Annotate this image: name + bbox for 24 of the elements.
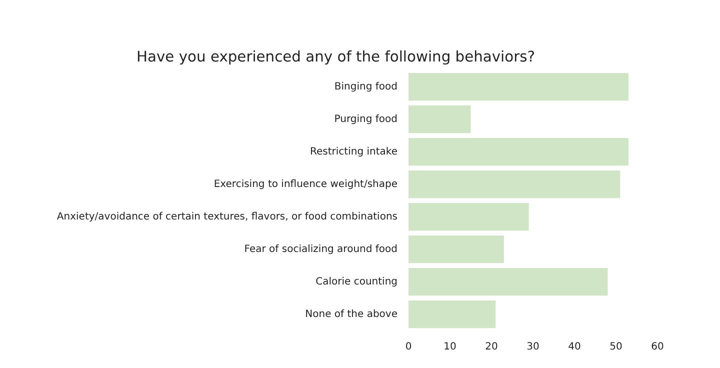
bar [408,170,620,198]
y-tick-label: Exercising to influence weight/shape [214,178,398,190]
x-tick-label: 60 [651,342,664,352]
y-tick-label: Anxiety/avoidance of certain textures, flavors, or food combinations [56,211,398,222]
y-tick-label: None of the above [305,308,398,320]
y-tick-label: Restricting intake [310,146,398,158]
bar [408,72,628,101]
y-tick-label: Calorie counting [316,276,398,288]
chart-title: Have you experienced any of the following behaviors? [136,48,536,66]
x-tick-label: 0 [405,342,412,352]
y-tick-label: Fear of socializing around food [244,244,398,255]
bar [408,235,504,264]
x-tick-label: 10 [444,342,456,352]
x-tick-label: 30 [526,342,540,352]
bar [408,268,608,296]
x-tick-label: 50 [610,342,622,352]
bar [408,300,496,328]
y-tick-label: Binging food [334,81,398,92]
bar [408,202,529,231]
x-tick-label: 40 [568,342,581,352]
bar [408,105,471,134]
y-tick-label: Purging food [334,114,398,125]
bar [408,138,628,166]
x-tick-label: 20 [485,342,498,352]
